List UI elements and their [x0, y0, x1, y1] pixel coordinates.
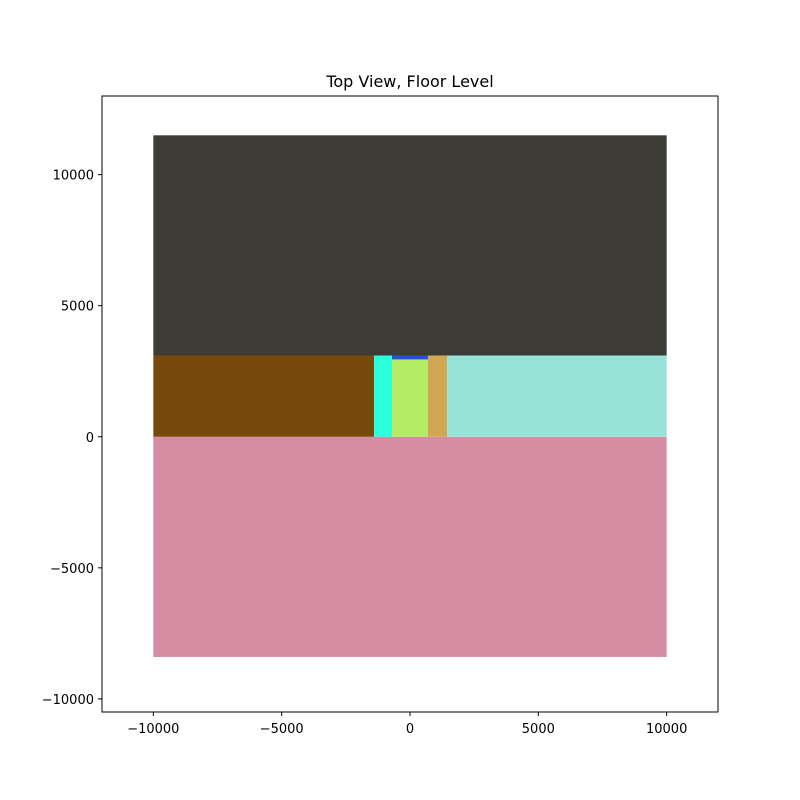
x-axis-ticks: −10000 −5000 0 5000 10000 — [127, 712, 687, 737]
floor-region-4 — [392, 359, 428, 437]
floor-region-2 — [153, 355, 375, 437]
y-tick-label: −5000 — [50, 562, 94, 577]
chart-title: Top View, Floor Level — [325, 72, 493, 91]
y-tick-label: −10000 — [42, 693, 94, 708]
x-tick-label: 10000 — [646, 722, 687, 737]
x-tick-label: 0 — [406, 722, 414, 737]
x-tick-label: −10000 — [127, 722, 179, 737]
y-axis-ticks: −10000 −5000 0 5000 10000 — [42, 169, 102, 708]
y-tick-label: 0 — [86, 431, 94, 446]
floor-region-7 — [447, 355, 667, 437]
y-tick-label: 5000 — [61, 300, 94, 315]
floor-regions — [153, 135, 667, 657]
floor-region-5 — [392, 355, 428, 360]
floor-region-1 — [153, 436, 667, 657]
floor-region-6 — [427, 355, 448, 437]
floor-region-0 — [153, 135, 667, 356]
y-tick-label: 10000 — [53, 169, 94, 184]
x-tick-label: 5000 — [522, 722, 555, 737]
x-tick-label: −5000 — [260, 722, 304, 737]
floor-region-3 — [374, 355, 393, 437]
